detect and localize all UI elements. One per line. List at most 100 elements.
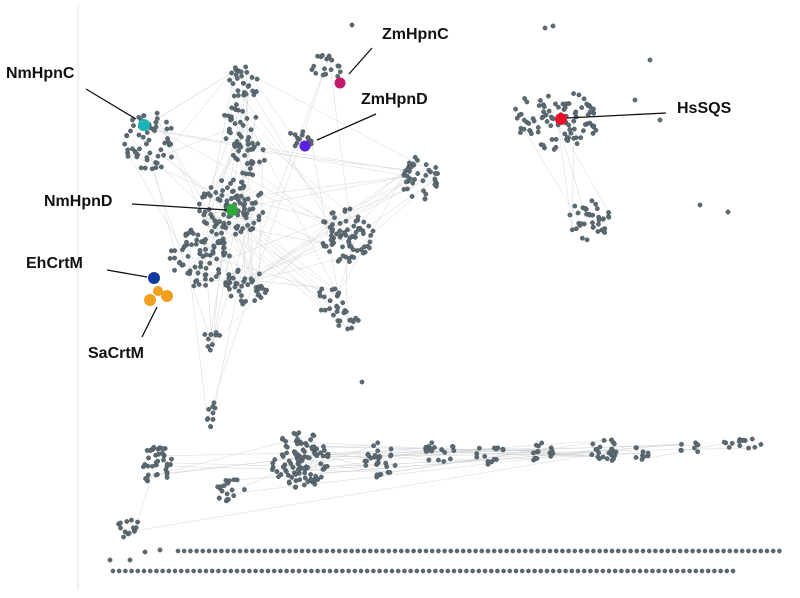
singleton-node <box>216 568 221 574</box>
network-node <box>226 478 232 484</box>
singleton-node <box>560 548 565 554</box>
network-node <box>388 453 393 459</box>
network-node <box>541 104 547 110</box>
singleton-node <box>674 568 680 574</box>
network-node <box>329 210 335 216</box>
singleton-node <box>203 568 209 574</box>
label-sacrtm: SaCrtM <box>88 345 144 362</box>
singleton-node <box>234 568 240 574</box>
network-node <box>138 165 144 171</box>
network-node <box>231 93 237 99</box>
network-node <box>293 452 299 458</box>
network-node <box>124 519 130 524</box>
singleton-node <box>274 548 280 554</box>
singleton-node <box>178 568 184 574</box>
singleton-node <box>727 548 733 554</box>
singleton-node <box>488 568 494 574</box>
network-node <box>219 193 225 198</box>
network-edge <box>233 210 346 311</box>
singleton-node <box>622 548 627 554</box>
network-node <box>535 449 541 454</box>
singleton-node <box>315 568 320 574</box>
network-node <box>193 241 199 247</box>
singleton-node <box>392 548 398 554</box>
network-node <box>221 245 227 251</box>
network-node <box>276 474 281 480</box>
network-node <box>758 441 764 447</box>
network-node <box>154 116 160 122</box>
singleton-node <box>116 568 122 574</box>
network-node <box>336 290 342 296</box>
network-node <box>337 234 343 240</box>
network-node <box>151 444 157 450</box>
singleton-node <box>123 568 128 574</box>
network-node <box>230 177 236 183</box>
network-node <box>164 119 169 125</box>
singleton-node <box>321 568 327 574</box>
network-edge <box>127 152 183 250</box>
network-node <box>209 342 215 347</box>
network-node <box>240 185 246 191</box>
network-node <box>476 445 482 451</box>
network-node <box>169 154 174 160</box>
network-node <box>208 185 214 191</box>
singleton-node <box>197 568 203 574</box>
network-node <box>284 450 289 456</box>
singleton-node <box>460 548 466 554</box>
network-node <box>593 201 598 207</box>
network-node <box>567 127 573 133</box>
network-edge <box>189 273 208 420</box>
network-node <box>201 212 207 218</box>
network-node <box>248 127 254 133</box>
network-node <box>233 231 239 237</box>
network-node <box>322 66 327 72</box>
network-node <box>327 249 332 255</box>
singleton-node <box>367 548 373 554</box>
network-node <box>330 312 336 318</box>
network-edge <box>141 128 406 172</box>
network-node <box>211 400 217 406</box>
network-edge <box>517 118 582 224</box>
network-node <box>423 162 429 168</box>
singleton-node <box>268 548 274 554</box>
network-node <box>118 520 123 526</box>
network-node <box>536 103 542 109</box>
network-node <box>154 110 160 116</box>
network-node <box>581 96 587 102</box>
label-zmhpnd: ZmHpnD <box>361 91 428 108</box>
singleton-node <box>107 557 113 563</box>
network-node <box>142 165 148 171</box>
network-node <box>217 197 223 203</box>
network-node <box>571 135 577 141</box>
network-node <box>539 440 545 446</box>
network-node <box>331 240 337 246</box>
network-node <box>312 451 318 457</box>
network-node <box>122 141 128 147</box>
network-node <box>330 222 335 227</box>
network-node <box>194 278 200 283</box>
network-node <box>172 255 178 261</box>
network-node <box>318 461 324 467</box>
singleton-node <box>646 548 652 554</box>
singleton-node <box>160 568 165 574</box>
network-node <box>564 136 569 142</box>
network-node <box>606 214 612 220</box>
singleton-node <box>625 568 630 574</box>
network-node <box>590 220 595 226</box>
network-edge <box>248 85 333 230</box>
network-node <box>248 147 254 152</box>
network-node <box>433 165 439 170</box>
singleton-node <box>359 379 365 385</box>
network-node <box>146 137 152 143</box>
network-node <box>340 300 346 306</box>
singleton-node <box>569 568 575 574</box>
singleton-node <box>764 548 770 554</box>
network-edge <box>163 128 230 156</box>
singleton-node <box>739 548 745 554</box>
singleton-node <box>501 568 506 574</box>
network-edge <box>238 57 330 292</box>
network-node <box>322 307 328 313</box>
network-node <box>447 456 453 462</box>
singleton-node <box>637 568 643 574</box>
network-node <box>232 194 238 200</box>
